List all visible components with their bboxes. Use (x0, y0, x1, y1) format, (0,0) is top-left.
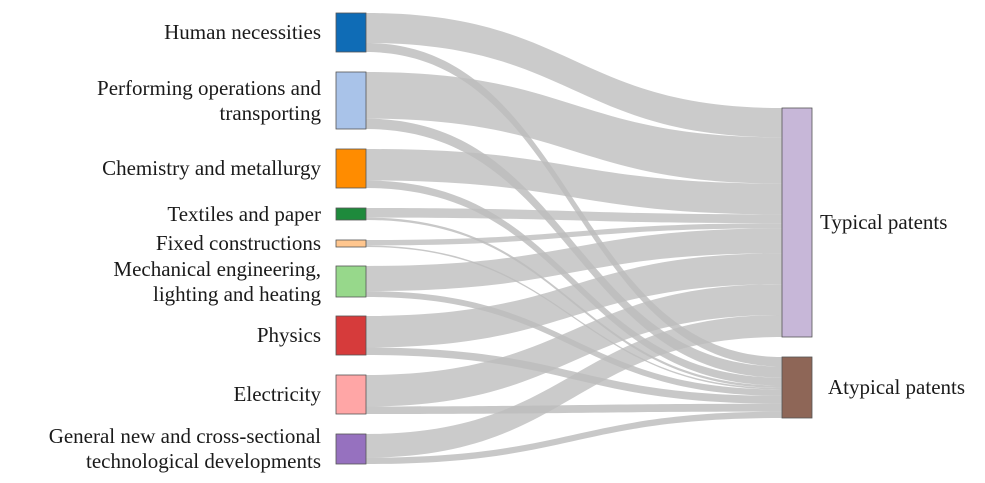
link-electricity-atypical (366, 403, 782, 414)
node-chemistry (335, 148, 367, 189)
node-general (335, 433, 367, 465)
link-layer (366, 13, 782, 464)
node-human (335, 12, 367, 53)
link-mechanical-typical (366, 228, 782, 292)
link-general-typical (366, 314, 782, 458)
link-human-atypical (366, 43, 782, 367)
label-physics: Physics (256, 323, 321, 347)
node-electricity (335, 374, 367, 415)
link-human-typical (366, 13, 782, 138)
link-performing-typical (366, 72, 782, 184)
link-fixed-atypical (366, 245, 782, 390)
node-typical (781, 107, 813, 338)
link-chemistry-atypical (366, 180, 782, 386)
link-physics-typical (366, 253, 782, 348)
node-performing (335, 71, 367, 130)
link-general-atypical (366, 411, 782, 464)
link-electricity-typical (366, 284, 782, 407)
node-layer (335, 12, 813, 465)
link-textiles-typical (366, 208, 782, 224)
label-electricity: Electricity (233, 382, 321, 406)
node-fixed (335, 239, 367, 248)
label-typical: Typical patents (820, 209, 948, 234)
node-textiles (335, 207, 367, 221)
label-atypical: Atypical patents (828, 374, 966, 399)
node-mechanical (335, 265, 367, 298)
label-general: General new and cross-sectional technolog… (48, 424, 321, 473)
label-fixed: Fixed constructions (155, 231, 321, 255)
label-human: Human necessities (164, 20, 321, 44)
label-textiles: Textiles and paper (167, 201, 321, 226)
label-performing: Performing operations and transporting (97, 75, 321, 125)
node-physics (335, 315, 367, 356)
link-chemistry-typical (366, 149, 782, 215)
link-fixed-typical (366, 223, 782, 246)
label-chemistry: Chemistry and metallurgy (102, 156, 321, 180)
label-mechanical: Mechanical engineering, lighting and heat… (113, 256, 321, 306)
node-atypical (781, 356, 813, 419)
